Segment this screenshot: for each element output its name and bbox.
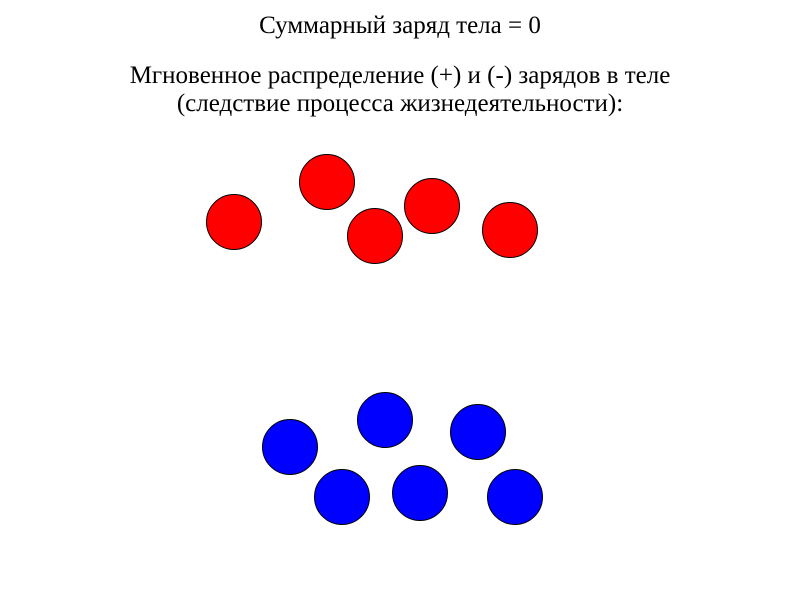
negative-charge-dot xyxy=(357,392,413,448)
positive-charge-dot xyxy=(404,178,460,234)
positive-charge-dot xyxy=(299,154,355,210)
diagram-canvas: Суммарный заряд тела = 0 Мгновенное расп… xyxy=(0,0,800,600)
title-line-1: Суммарный заряд тела = 0 xyxy=(0,12,800,40)
negative-charge-dot xyxy=(450,404,506,460)
positive-charge-dot xyxy=(206,194,262,250)
negative-charge-dot xyxy=(487,469,543,525)
negative-charge-dot xyxy=(314,469,370,525)
negative-charge-dot xyxy=(392,465,448,521)
positive-charge-dot xyxy=(347,208,403,264)
negative-charge-dot xyxy=(262,419,318,475)
title-line-2: Мгновенное распределение (+) и (-) заряд… xyxy=(0,62,800,118)
positive-charge-dot xyxy=(482,202,538,258)
